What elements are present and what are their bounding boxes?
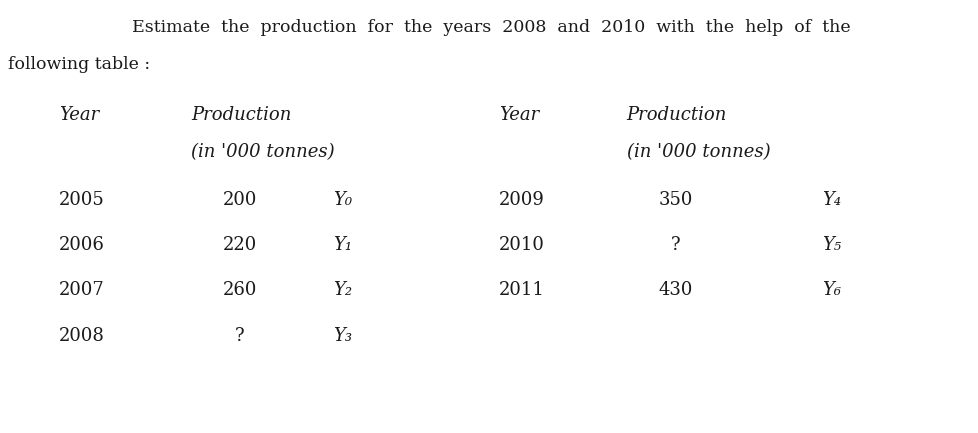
Text: 430: 430 xyxy=(657,281,692,300)
Text: 2008: 2008 xyxy=(59,327,105,345)
Text: Year: Year xyxy=(59,106,99,124)
Text: 2009: 2009 xyxy=(499,191,545,209)
Text: following table :: following table : xyxy=(8,56,150,73)
Text: 260: 260 xyxy=(222,281,257,300)
Text: 2010: 2010 xyxy=(499,236,545,254)
Text: 220: 220 xyxy=(223,236,256,254)
Text: Y₅: Y₅ xyxy=(822,236,841,254)
Text: (in '000 tonnes): (in '000 tonnes) xyxy=(626,143,770,161)
Text: Year: Year xyxy=(499,106,539,124)
Text: Y₆: Y₆ xyxy=(822,281,841,300)
Text: Production: Production xyxy=(626,106,727,124)
Text: Y₁: Y₁ xyxy=(333,236,352,254)
Text: Y₃: Y₃ xyxy=(333,327,352,345)
Text: 350: 350 xyxy=(657,191,692,209)
Text: 2005: 2005 xyxy=(59,191,105,209)
Text: 2007: 2007 xyxy=(59,281,105,300)
Text: Y₂: Y₂ xyxy=(333,281,352,300)
Text: Y₀: Y₀ xyxy=(333,191,352,209)
Text: 2011: 2011 xyxy=(499,281,545,300)
Text: 200: 200 xyxy=(222,191,257,209)
Text: ?: ? xyxy=(670,236,680,254)
Text: Y₄: Y₄ xyxy=(822,191,841,209)
Text: Production: Production xyxy=(191,106,291,124)
Text: 2006: 2006 xyxy=(59,236,105,254)
Text: (in '000 tonnes): (in '000 tonnes) xyxy=(191,143,334,161)
Text: Estimate  the  production  for  the  years  2008  and  2010  with  the  help  of: Estimate the production for the years 20… xyxy=(132,19,850,36)
Text: ?: ? xyxy=(235,327,244,345)
